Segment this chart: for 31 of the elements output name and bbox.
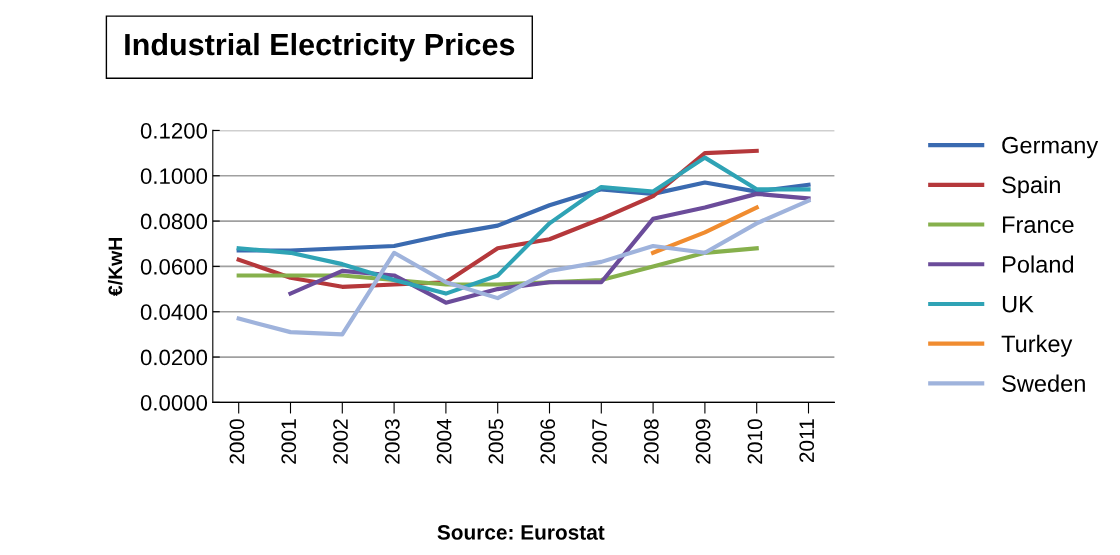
- x-tick-label: 2004: [436, 418, 452, 464]
- y-tick-label: 0.0800: [140, 213, 208, 230]
- legend-label: Sweden: [1002, 374, 1085, 392]
- legend-label: France: [1003, 216, 1074, 234]
- x-tick-label: 2005: [488, 419, 504, 464]
- legend-label: Germany: [1002, 136, 1099, 159]
- x-tick-label: 2010: [747, 419, 763, 464]
- x-tick-label: 2003: [384, 419, 400, 464]
- x-tick-label: 2007: [592, 419, 607, 464]
- chart-title: Industrial Electricity Prices: [125, 32, 515, 62]
- legend-label: Poland: [1003, 255, 1074, 273]
- x-tick-label: 2011: [799, 419, 815, 463]
- y-tick-label: 0.1000: [140, 168, 208, 185]
- x-tick-label: 2002: [333, 419, 348, 464]
- x-tick-label: 2001: [281, 419, 297, 464]
- x-tick-label: 2009: [695, 419, 711, 464]
- legend-label: UK: [1002, 295, 1034, 313]
- y-tick-label: 0.0400: [140, 304, 208, 320]
- line-series: [236, 155, 811, 296]
- legend-label: Turkey: [1001, 334, 1073, 357]
- x-tick-label: 2000: [229, 419, 245, 464]
- line-series: [236, 198, 811, 337]
- y-tick-label: 0.0600: [140, 258, 208, 275]
- x-tick-label: 2006: [540, 419, 556, 464]
- source-note: Source: Eurostat: [437, 525, 605, 540]
- x-tick-label: 2008: [643, 419, 659, 464]
- y-tick-label: 0.1200: [140, 122, 208, 139]
- y-tick-label: 0.0200: [140, 349, 208, 366]
- y-tick-label: 0.0000: [140, 394, 208, 411]
- legend-label: Spain: [1002, 175, 1060, 198]
- y-axis-title: €/KwH: [107, 238, 123, 297]
